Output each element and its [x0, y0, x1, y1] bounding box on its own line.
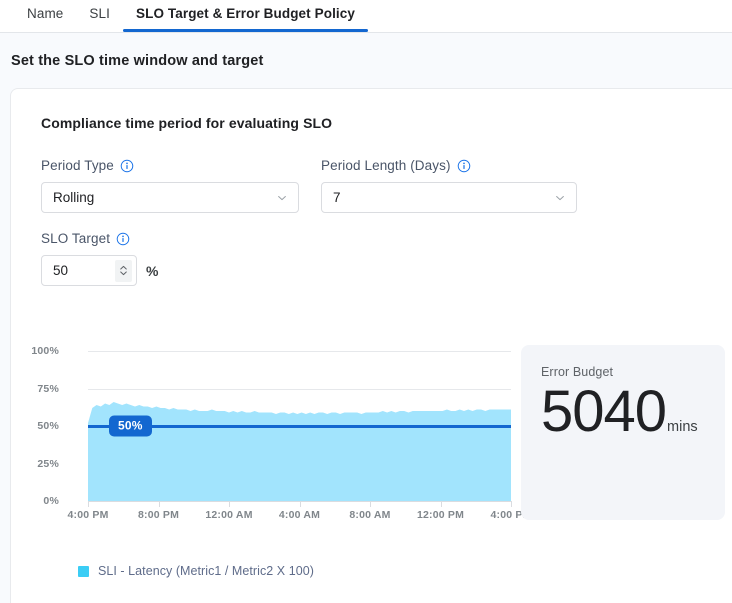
- chart-x-tick-label: 12:00 AM: [205, 509, 253, 521]
- chart-gridline: [88, 388, 511, 390]
- period-length-label-group: Period Length (Days): [321, 158, 577, 173]
- chart-y-tick-label: 75%: [37, 382, 59, 395]
- period-length-select[interactable]: 7: [321, 182, 577, 213]
- chevron-down-icon: [554, 192, 566, 204]
- error-budget-units: mins: [667, 419, 698, 435]
- chart-x-tick-label: 4:00 PM: [67, 509, 109, 521]
- info-circle-icon[interactable]: [457, 159, 471, 173]
- chart-x-tick-mark: [440, 501, 442, 507]
- slo-target-input[interactable]: 50: [41, 255, 137, 286]
- period-type-value: Rolling: [53, 190, 95, 205]
- chart-x-tick-mark: [299, 501, 301, 507]
- chart-x-tick-mark: [158, 501, 160, 507]
- error-budget-label: Error Budget: [541, 365, 614, 379]
- section-banner: Set the SLO time window and target: [0, 33, 732, 88]
- period-type-label-group: Period Type: [41, 158, 299, 173]
- chevron-down-icon: [276, 192, 288, 204]
- chart-legend: SLI - Latency (Metric1 / Metric2 X 100): [78, 564, 314, 578]
- field-period-length: Period Length (Days) 7: [321, 158, 577, 213]
- slo-target-label-group: SLO Target: [41, 231, 158, 246]
- error-budget-value: 5040: [541, 379, 667, 444]
- chart-y-tick-label: 100%: [31, 345, 59, 357]
- card-heading: Compliance time period for evaluating SL…: [41, 115, 333, 131]
- tab-bar: Name SLI SLO Target & Error Budget Polic…: [0, 0, 732, 33]
- tab-name[interactable]: Name: [27, 6, 64, 21]
- field-period-type: Period Type Rolling: [41, 158, 299, 213]
- slo-target-line: [88, 425, 511, 428]
- chart-x-tick-label: 12:00 PM: [416, 509, 465, 521]
- period-type-select[interactable]: Rolling: [41, 182, 299, 213]
- percent-unit-label: %: [146, 262, 159, 279]
- chart-gridline: [88, 351, 511, 352]
- chart-x-tick-mark: [370, 501, 371, 507]
- legend-swatch-sli-latency: [78, 565, 89, 577]
- tab-slo-target-error-budget-policy[interactable]: SLO Target & Error Budget Policy: [123, 0, 368, 32]
- chart-x-tick-mark: [88, 501, 89, 507]
- slo-target-badge: 50%: [109, 415, 152, 437]
- info-circle-icon[interactable]: [116, 232, 130, 246]
- sli-area-chart: 0% 25% 50% 75% 100% 4:00 PM 8:00 PM 12:00 AM 4:…: [31, 345, 531, 531]
- slo-target-label: SLO Target: [41, 231, 111, 246]
- slo-settings-card: Compliance time period for evaluating SL…: [10, 88, 732, 603]
- period-type-label: Period Type: [41, 158, 114, 173]
- period-length-value: 7: [333, 190, 341, 205]
- chart-y-tick-label: 50%: [37, 420, 59, 432]
- field-slo-target: SLO Target 50: [41, 231, 158, 286]
- up-down-chevron-icon[interactable]: [115, 259, 132, 282]
- chart-zone: 0% 25% 50% 75% 100% 4:00 PM 8:00 PM 12:00 AM 4:…: [11, 345, 732, 603]
- chart-y-tick-label: 0%: [43, 495, 59, 507]
- slo-target-control: 50 %: [41, 255, 158, 286]
- tab-sli[interactable]: SLI: [89, 6, 110, 21]
- chart-x-tick-label: 8:00 AM: [349, 509, 391, 521]
- form-row-slo-target: SLO Target 50: [41, 231, 732, 286]
- error-budget-panel: Error Budget 5040 mins: [521, 345, 725, 520]
- slo-target-value: 50: [53, 263, 69, 278]
- legend-label-sli-latency[interactable]: SLI - Latency (Metric1 / Metric2 X 100): [98, 564, 314, 578]
- card-wrapper: Compliance time period for evaluating SL…: [0, 88, 732, 603]
- chart-x-tick-mark: [511, 501, 512, 507]
- chart-y-tick-label: 25%: [37, 457, 59, 470]
- chart-x-tick-mark: [229, 501, 230, 507]
- page-title: Set the SLO time window and target: [11, 52, 264, 69]
- chart-x-tick-label: 4:00 AM: [278, 509, 321, 521]
- error-budget-value-row: 5040 mins: [541, 379, 725, 444]
- period-length-label: Period Length (Days): [321, 158, 451, 173]
- info-circle-icon[interactable]: [120, 159, 134, 173]
- form-row-period: Period Type Rolling: [41, 158, 732, 213]
- chart-x-tick-label: 8:00 PM: [137, 509, 180, 521]
